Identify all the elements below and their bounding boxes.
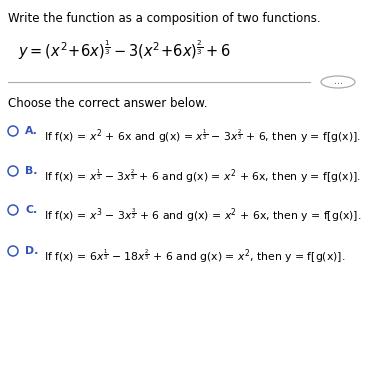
Text: If f(x) = $x^{\frac{1}{3}}$ $-$ 3$x^{\frac{2}{3}}$ + 6 and g(x) = $x^2$ + 6x, th: If f(x) = $x^{\frac{1}{3}}$ $-$ 3$x^{\fr… xyxy=(44,167,361,185)
Text: A.: A. xyxy=(25,126,38,136)
Text: D.: D. xyxy=(25,246,38,256)
Text: Choose the correct answer below.: Choose the correct answer below. xyxy=(8,97,207,110)
Text: Write the function as a composition of two functions.: Write the function as a composition of t… xyxy=(8,12,320,25)
Text: $\cdots$: $\cdots$ xyxy=(333,77,343,87)
Text: B.: B. xyxy=(25,166,37,176)
Text: If f(x) = 6$x^{\frac{1}{3}}$ $-$ 18$x^{\frac{2}{3}}$ + 6 and g(x) = $x^2$, then : If f(x) = 6$x^{\frac{1}{3}}$ $-$ 18$x^{\… xyxy=(44,247,345,265)
Text: $y = (x^2\!+\!6x)^{\frac{1}{3}} - 3(x^2\!+\!6x)^{\frac{2}{3}} + 6$: $y = (x^2\!+\!6x)^{\frac{1}{3}} - 3(x^2\… xyxy=(18,38,231,62)
Text: If f(x) = $x^2$ + 6x and g(x) = $x^{\frac{1}{3}}$ $-$ 3$x^{\frac{2}{3}}$ + 6, th: If f(x) = $x^2$ + 6x and g(x) = $x^{\fra… xyxy=(44,127,361,145)
Text: C.: C. xyxy=(25,205,37,215)
Text: If f(x) = $x^3$ $-$ 3$x^{\frac{3}{2}}$ + 6 and g(x) = $x^2$ + 6x, then y = f[g(x: If f(x) = $x^3$ $-$ 3$x^{\frac{3}{2}}$ +… xyxy=(44,206,361,224)
